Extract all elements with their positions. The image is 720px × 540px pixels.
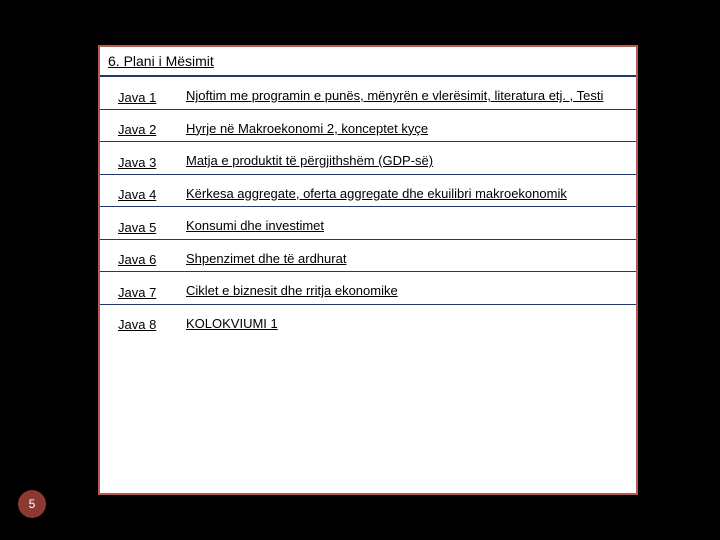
- week-cell: Java 2: [100, 110, 180, 142]
- week-cell: Java 8: [100, 305, 180, 337]
- desc-cell: Ciklet e biznesit dhe rritja ekonomike: [180, 272, 636, 304]
- table-row: Java 6 Shpenzimet dhe të ardhurat: [100, 240, 636, 273]
- table-row: Java 1 Njoftim me programin e punës, mën…: [100, 77, 636, 110]
- week-cell: Java 1: [100, 77, 180, 109]
- desc-cell: KOLOKVIUMI 1: [180, 305, 636, 337]
- table-row: Java 2 Hyrje në Makroekonomi 2, koncepte…: [100, 110, 636, 143]
- syllabus-table: Java 1 Njoftim me programin e punës, mën…: [100, 77, 636, 336]
- week-cell: Java 4: [100, 175, 180, 207]
- syllabus-box: 6. Plani i Mësimit Java 1 Njoftim me pro…: [98, 45, 638, 495]
- desc-cell: Matja e produktit të përgjithshëm (GDP-s…: [180, 142, 636, 174]
- week-cell: Java 5: [100, 207, 180, 239]
- syllabus-header: 6. Plani i Mësimit: [100, 47, 636, 77]
- table-row: Java 3 Matja e produktit të përgjithshëm…: [100, 142, 636, 175]
- table-row: Java 8 KOLOKVIUMI 1: [100, 305, 636, 337]
- week-cell: Java 6: [100, 240, 180, 272]
- table-row: Java 5 Konsumi dhe investimet: [100, 207, 636, 240]
- desc-cell: Hyrje në Makroekonomi 2, konceptet kyçe: [180, 110, 636, 142]
- week-cell: Java 3: [100, 142, 180, 174]
- week-cell: Java 7: [100, 272, 180, 304]
- desc-cell: Kërkesa aggregate, oferta aggregate dhe …: [180, 175, 636, 207]
- page-number-badge: 5: [18, 490, 46, 518]
- table-row: Java 7 Ciklet e biznesit dhe rritja ekon…: [100, 272, 636, 305]
- table-row: Java 4 Kërkesa aggregate, oferta aggrega…: [100, 175, 636, 208]
- desc-cell: Shpenzimet dhe të ardhurat: [180, 240, 636, 272]
- desc-cell: Konsumi dhe investimet: [180, 207, 636, 239]
- desc-cell: Njoftim me programin e punës, mënyrën e …: [180, 77, 636, 109]
